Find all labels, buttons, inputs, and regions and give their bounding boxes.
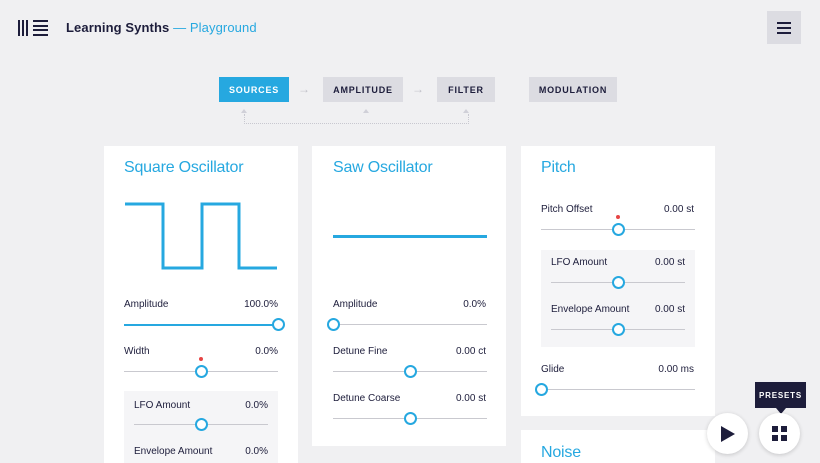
detune-coarse-slider-knob[interactable] <box>403 412 417 425</box>
detune-fine-label: Detune Fine <box>333 346 388 357</box>
envelope-amount-value: 0.0% <box>245 446 268 457</box>
lfo-amount-slider-knob[interactable] <box>194 418 208 431</box>
play-button[interactable] <box>707 413 748 454</box>
amplitude-label: Amplitude <box>333 299 378 310</box>
detune-coarse-label: Detune Coarse <box>333 393 401 404</box>
menu-button[interactable] <box>767 11 801 44</box>
modulation-marker <box>199 357 203 361</box>
glide-slider-knob[interactable] <box>534 383 548 396</box>
presets-button[interactable] <box>759 413 800 454</box>
lfo-amount-slider-knob[interactable] <box>611 276 625 289</box>
saw-oscillator-title: Saw Oscillator <box>333 159 433 176</box>
pitch-offset-slider-knob[interactable] <box>611 223 625 236</box>
hamburger-menu-icon <box>777 21 791 24</box>
lfo-amount-value: 0.0% <box>245 400 268 411</box>
envelope-amount-slider-knob[interactable] <box>611 323 625 336</box>
glide-slider-track[interactable] <box>541 389 695 390</box>
app-subtitle: Playground <box>189 20 257 35</box>
modulation-flow-line <box>244 114 469 124</box>
tab-sources[interactable]: SOURCES <box>219 77 289 102</box>
amplitude-value: 0.0% <box>463 299 486 310</box>
square-oscillator-title: Square Oscillator <box>124 159 244 176</box>
arrow-up-icon <box>363 109 369 113</box>
width-value: 0.0% <box>255 346 278 357</box>
noise-panel <box>521 430 715 463</box>
arrow-right-icon: → <box>298 82 310 96</box>
width-label: Width <box>124 346 150 357</box>
amplitude-label: Amplitude <box>124 299 169 310</box>
tab-modulation[interactable]: MODULATION <box>529 77 617 102</box>
amplitude-slider-track[interactable] <box>333 324 487 325</box>
pitch-offset-value: 0.00 st <box>663 204 694 215</box>
arrow-up-icon <box>463 109 469 113</box>
envelope-amount-label: Envelope Amount <box>551 304 630 315</box>
amplitude-slider-fill <box>124 324 278 326</box>
detune-fine-value: 0.00 ct <box>455 346 486 357</box>
pitch-offset-label: Pitch Offset <box>541 204 593 215</box>
saw-oscillator-panel <box>312 146 506 446</box>
title-separator: — <box>169 20 190 35</box>
modulation-marker <box>616 215 620 219</box>
amplitude-slider-knob[interactable] <box>326 318 340 331</box>
lfo-amount-label: LFO Amount <box>134 400 191 411</box>
presets-tooltip: PRESETS <box>755 382 806 414</box>
tab-amplitude[interactable]: AMPLITUDE <box>323 77 403 102</box>
arrow-up-icon <box>241 109 247 113</box>
glide-label: Glide <box>541 364 565 375</box>
envelope-amount-label: Envelope Amount <box>134 446 213 457</box>
grid-icon <box>772 426 787 441</box>
amplitude-value: 100.0% <box>244 299 278 310</box>
ableton-logo-icon[interactable] <box>18 20 50 36</box>
glide-value: 0.00 ms <box>658 364 694 375</box>
lfo-amount-label: LFO Amount <box>551 257 608 268</box>
square-waveform <box>125 202 277 270</box>
pitch-title: Pitch <box>541 159 576 176</box>
detune-coarse-value: 0.00 st <box>455 393 486 404</box>
saw-waveform <box>333 235 487 238</box>
amplitude-slider-knob[interactable] <box>271 318 285 331</box>
envelope-amount-value: 0.00 st <box>654 304 685 315</box>
arrow-right-icon: → <box>412 82 424 96</box>
lfo-amount-value: 0.00 st <box>654 257 685 268</box>
width-slider-knob[interactable] <box>194 365 208 378</box>
tab-filter[interactable]: FILTER <box>437 77 495 102</box>
play-icon <box>720 425 735 442</box>
noise-title: Noise <box>541 444 581 461</box>
app-title[interactable]: Learning Synths — Playground <box>66 20 257 35</box>
app-title-main: Learning Synths <box>66 20 170 35</box>
detune-fine-slider-knob[interactable] <box>403 365 417 378</box>
